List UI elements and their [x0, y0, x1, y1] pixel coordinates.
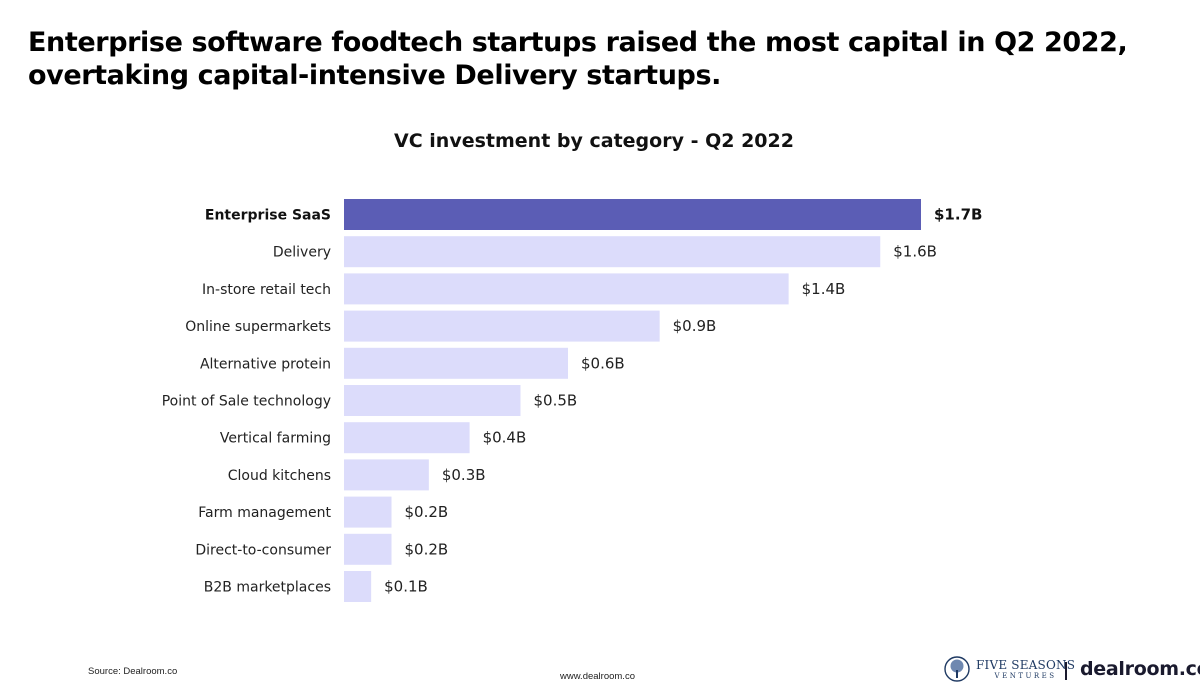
value-label-2: $1.4B — [802, 280, 846, 298]
value-label-7: $0.3B — [442, 466, 486, 484]
value-label-8: $0.2B — [405, 503, 449, 521]
value-label-10: $0.1B — [384, 578, 428, 596]
category-label-7: Cloud kitchens — [228, 468, 331, 484]
category-label-5: Point of Sale technology — [162, 394, 331, 410]
value-label-5: $0.5B — [533, 392, 577, 410]
chart-title: VC investment by category - Q2 2022 — [394, 130, 794, 152]
bar-2 — [344, 273, 789, 305]
category-label-4: Alternative protein — [200, 356, 331, 372]
headline: Enterprise software foodtech startups ra… — [28, 27, 1128, 91]
category-label-6: Vertical farming — [220, 431, 331, 447]
website-link[interactable]: www.dealroom.co — [560, 671, 635, 682]
value-label-0: $1.7B — [934, 206, 982, 224]
bar-6 — [344, 422, 470, 454]
partner-sub: VENTURES — [994, 671, 1057, 680]
category-label-0: Enterprise SaaS — [205, 208, 331, 224]
bar-8 — [344, 496, 392, 528]
source-note: Source: Dealroom.co — [88, 666, 178, 677]
value-label-1: $1.6B — [893, 243, 937, 261]
partner-logo: FIVE SEASONS VENTURES — [944, 656, 1075, 682]
category-label-9: Direct-to-consumer — [195, 542, 331, 558]
bar-0 — [344, 199, 921, 230]
logo-divider — [1065, 662, 1067, 680]
category-label-8: Farm management — [198, 505, 331, 521]
partner-name: FIVE SEASONS — [976, 657, 1076, 672]
bar-5 — [344, 385, 521, 416]
value-label-4: $0.6B — [581, 354, 625, 372]
value-label-3: $0.9B — [673, 317, 717, 335]
category-label-10: B2B marketplaces — [204, 580, 331, 596]
bar-7 — [344, 459, 429, 491]
bar-3 — [344, 310, 660, 342]
category-label-2: In-store retail tech — [202, 282, 331, 298]
brand-logo[interactable]: dealroom.co — [1080, 658, 1200, 680]
bar-10 — [344, 571, 372, 602]
tree-logo-icon — [944, 656, 970, 682]
category-label-3: Online supermarkets — [185, 319, 331, 335]
bar-1 — [344, 236, 881, 268]
value-label-6: $0.4B — [483, 429, 527, 447]
value-label-9: $0.2B — [405, 540, 449, 558]
category-label-1: Delivery — [273, 245, 331, 261]
bar-9 — [344, 533, 392, 565]
bar-4 — [344, 347, 569, 379]
